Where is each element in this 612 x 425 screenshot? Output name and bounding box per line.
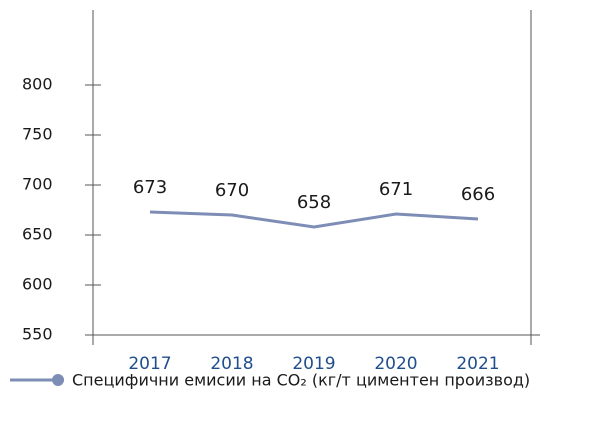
legend-marker [52, 374, 64, 386]
data-label: 670 [215, 180, 249, 201]
data-label: 673 [133, 177, 167, 198]
data-label: 666 [461, 184, 495, 205]
x-tick-label: 2019 [292, 354, 335, 374]
x-tick-label: 2021 [456, 354, 499, 374]
y-tick-label: 650 [22, 225, 53, 244]
x-tick-label: 2020 [374, 354, 417, 374]
x-tick-label: 2018 [210, 354, 253, 374]
data-line [149, 210, 479, 229]
y-tick-label: 750 [22, 125, 53, 144]
y-tick-label: 600 [22, 275, 53, 294]
data-label: 658 [297, 192, 331, 213]
legend-label: Специфични емисии на CO₂ (кг/т циментен … [72, 371, 530, 390]
y-tick-label: 550 [22, 325, 53, 344]
y-tick-label: 800 [22, 75, 53, 94]
y-tick-label: 700 [22, 175, 53, 194]
x-tick-label: 2017 [128, 354, 171, 374]
data-label: 671 [379, 179, 413, 200]
